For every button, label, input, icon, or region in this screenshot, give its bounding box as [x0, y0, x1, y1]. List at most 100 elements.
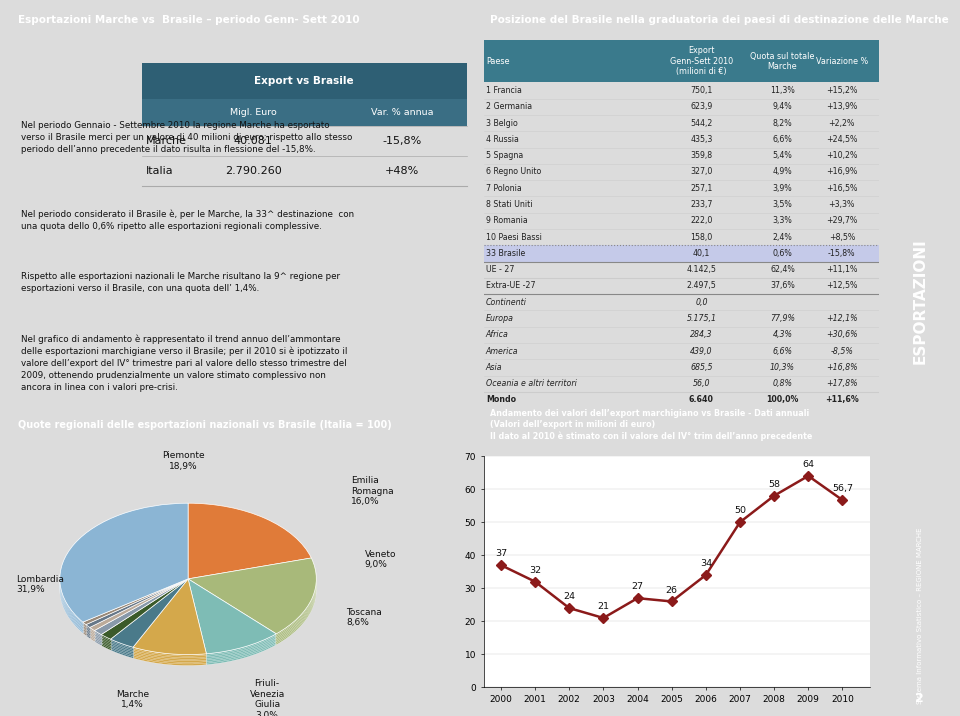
Text: 26: 26 — [665, 586, 678, 594]
Text: +12,5%: +12,5% — [827, 281, 857, 291]
Wedge shape — [94, 581, 188, 636]
Text: Export vs Brasile: Export vs Brasile — [254, 76, 354, 86]
Text: Friuli-
Venezia
Giulia
3,0%: Friuli- Venezia Giulia 3,0% — [250, 679, 285, 716]
Text: +24,5%: +24,5% — [827, 135, 857, 144]
Text: 11,3%: 11,3% — [770, 86, 795, 95]
Wedge shape — [89, 586, 188, 639]
Text: 4 Russia: 4 Russia — [486, 135, 518, 144]
Wedge shape — [94, 590, 188, 646]
Wedge shape — [83, 584, 188, 629]
Text: +16,9%: +16,9% — [827, 168, 857, 176]
Text: UE - 27: UE - 27 — [486, 265, 515, 274]
Text: 50: 50 — [734, 506, 746, 516]
Text: +16,8%: +16,8% — [826, 363, 857, 372]
Text: 33 Brasile: 33 Brasile — [486, 249, 525, 258]
Text: Nel grafico di andamento è rappresentato il trend annuo dell’ammontare
delle esp: Nel grafico di andamento è rappresentato… — [21, 334, 348, 392]
Text: 5 Spagna: 5 Spagna — [486, 151, 523, 160]
Text: +15,2%: +15,2% — [827, 86, 857, 95]
Text: 27: 27 — [632, 582, 643, 591]
Text: Quote regionali delle esportazioni nazionali vs Brasile (Italia = 100): Quote regionali delle esportazioni nazio… — [18, 420, 393, 430]
Text: 58: 58 — [768, 480, 780, 489]
Text: Esportazioni Marche vs  Brasile – periodo Genn- Sett 2010: Esportazioni Marche vs Brasile – periodo… — [18, 15, 360, 24]
Wedge shape — [188, 589, 276, 663]
Text: 257,1: 257,1 — [690, 184, 712, 193]
Text: 439,0: 439,0 — [690, 347, 712, 356]
Text: Var. % annua: Var. % annua — [371, 108, 433, 117]
Text: Posizione del Brasile nella graduatoria dei paesi di destinazione delle Marche: Posizione del Brasile nella graduatoria … — [490, 15, 948, 24]
Wedge shape — [60, 508, 188, 626]
Wedge shape — [133, 584, 206, 659]
Text: 62,4%: 62,4% — [770, 265, 795, 274]
Text: Extra-UE -27: Extra-UE -27 — [486, 281, 536, 291]
Text: 8 Stati Uniti: 8 Stati Uniti — [486, 200, 532, 209]
Wedge shape — [188, 567, 317, 643]
Text: Variazione %: Variazione % — [816, 57, 868, 66]
Wedge shape — [188, 569, 317, 645]
Text: 56,7: 56,7 — [832, 484, 852, 493]
Wedge shape — [101, 590, 188, 650]
Wedge shape — [188, 579, 276, 654]
Text: 623,9: 623,9 — [690, 102, 712, 112]
Wedge shape — [133, 585, 206, 661]
Wedge shape — [110, 586, 188, 655]
Wedge shape — [188, 564, 317, 640]
Text: +11,1%: +11,1% — [827, 265, 857, 274]
Text: +10,2%: +10,2% — [827, 151, 857, 160]
Text: Veneto
9,0%: Veneto 9,0% — [365, 550, 396, 569]
Wedge shape — [188, 503, 311, 579]
Wedge shape — [101, 582, 188, 642]
Text: Piemonte
18,9%: Piemonte 18,9% — [162, 451, 204, 470]
Wedge shape — [188, 503, 311, 579]
Text: Asia: Asia — [486, 363, 502, 372]
Wedge shape — [101, 579, 188, 639]
Wedge shape — [188, 508, 311, 584]
Wedge shape — [89, 582, 188, 634]
Text: 100,0%: 100,0% — [766, 395, 799, 405]
Text: ESPORTAZIONI: ESPORTAZIONI — [912, 238, 927, 364]
Wedge shape — [133, 579, 206, 654]
Text: 37,6%: 37,6% — [770, 281, 795, 291]
Wedge shape — [94, 589, 188, 644]
Wedge shape — [83, 586, 188, 632]
Wedge shape — [188, 582, 276, 657]
Wedge shape — [110, 579, 188, 647]
Wedge shape — [60, 506, 188, 625]
Text: Rispetto alle esportazioni nazionali le Marche risultano la 9^ regione per
espor: Rispetto alle esportazioni nazionali le … — [21, 272, 340, 293]
Text: Export
Genn-Sett 2010
(milioni di €): Export Genn-Sett 2010 (milioni di €) — [670, 47, 732, 76]
Text: Sistema Informativo Statistico – REGIONE MARCHE: Sistema Informativo Statistico – REGIONE… — [917, 528, 923, 704]
Wedge shape — [101, 589, 188, 649]
Text: 4.142,5: 4.142,5 — [686, 265, 716, 274]
Text: -15,8%: -15,8% — [828, 249, 855, 258]
Wedge shape — [188, 513, 311, 589]
Wedge shape — [85, 579, 188, 627]
Text: 3,5%: 3,5% — [773, 200, 792, 209]
Text: +11,6%: +11,6% — [825, 395, 858, 405]
Wedge shape — [94, 585, 188, 641]
Wedge shape — [89, 585, 188, 637]
Text: 4,3%: 4,3% — [773, 330, 792, 339]
Wedge shape — [83, 579, 188, 624]
Text: 0,0: 0,0 — [695, 298, 708, 306]
Text: Nel periodo Gennaio - Settembre 2010 la regione Marche ha esportato
verso il Bra: Nel periodo Gennaio - Settembre 2010 la … — [21, 121, 352, 154]
Text: 2.790.260: 2.790.260 — [225, 166, 281, 176]
Text: Quota sul totale
Marche: Quota sul totale Marche — [751, 52, 815, 71]
Wedge shape — [89, 584, 188, 635]
Wedge shape — [89, 579, 188, 631]
Wedge shape — [89, 581, 188, 632]
Text: 8,2%: 8,2% — [773, 119, 792, 127]
Wedge shape — [133, 586, 206, 662]
Wedge shape — [85, 586, 188, 635]
Wedge shape — [101, 584, 188, 644]
Wedge shape — [101, 579, 188, 639]
Wedge shape — [188, 558, 317, 634]
Text: Marche: Marche — [146, 136, 187, 146]
Wedge shape — [89, 590, 188, 642]
Text: +17,8%: +17,8% — [826, 379, 857, 388]
Wedge shape — [83, 581, 188, 626]
Text: 2 Germania: 2 Germania — [486, 102, 532, 112]
Text: +8,5%: +8,5% — [828, 233, 855, 241]
Text: 77,9%: 77,9% — [770, 314, 795, 323]
Text: 435,3: 435,3 — [690, 135, 712, 144]
Text: +29,7%: +29,7% — [827, 216, 857, 226]
Text: +3,3%: +3,3% — [828, 200, 855, 209]
